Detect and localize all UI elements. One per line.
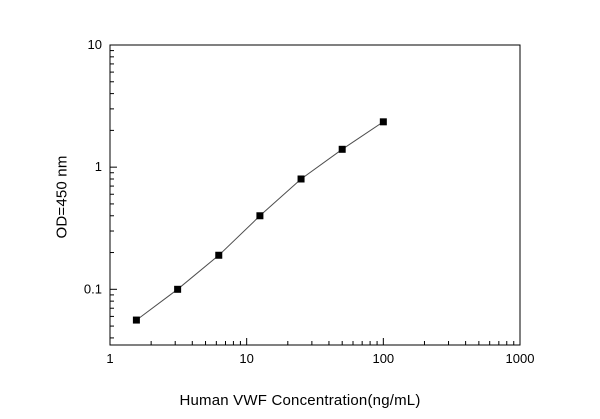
y-axis-title: OD=450 nm: [53, 155, 71, 239]
svg-text:10: 10: [88, 37, 102, 52]
svg-text:1000: 1000: [506, 351, 535, 366]
svg-text:0.1: 0.1: [84, 281, 102, 296]
svg-text:1: 1: [95, 159, 102, 174]
svg-text:100: 100: [372, 351, 394, 366]
svg-text:10: 10: [239, 351, 253, 366]
svg-text:1: 1: [106, 351, 113, 366]
x-axis-title: Human VWF Concentration(ng/mL): [179, 392, 421, 409]
